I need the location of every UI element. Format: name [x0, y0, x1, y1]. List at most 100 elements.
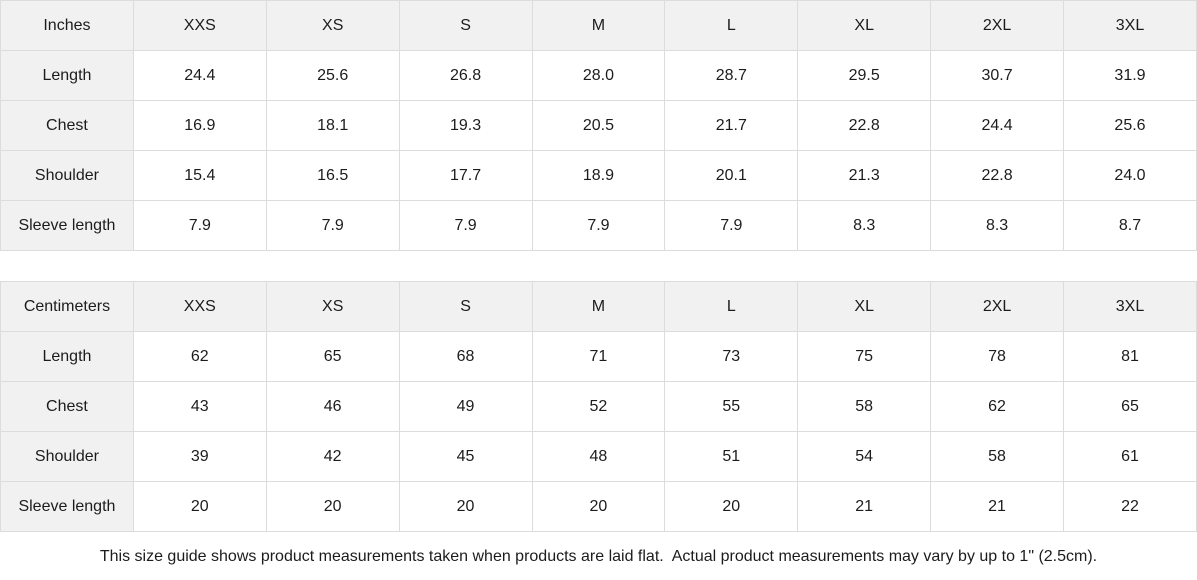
row-label-shoulder: Shoulder	[0, 431, 134, 482]
measurement-value-cell: 20	[398, 481, 533, 532]
size-col-header-xl: XL	[797, 281, 932, 332]
measurement-value-cell: 8.3	[930, 200, 1064, 251]
measurement-value-cell: 58	[797, 381, 932, 432]
table-row-sleeve-length: Sleeve length 7.9 7.9 7.9 7.9 7.9 8.3 8.…	[0, 200, 1197, 251]
measurement-value-cell: 22.8	[930, 150, 1064, 201]
size-col-header-s: S	[398, 281, 533, 332]
measurement-value-cell: 25.6	[265, 50, 400, 101]
measurement-value-cell: 18.1	[265, 100, 400, 151]
measurement-value-cell: 8.3	[797, 200, 932, 251]
size-col-header-m: M	[531, 0, 666, 51]
row-label-chest: Chest	[0, 381, 134, 432]
measurement-value-cell: 73	[664, 331, 799, 382]
measurement-value-cell: 7.9	[398, 200, 533, 251]
table-row-shoulder: Shoulder 15.4 16.5 17.7 18.9 20.1 21.3 2…	[0, 150, 1197, 201]
size-col-header-2xl: 2XL	[930, 0, 1064, 51]
measurement-value-cell: 8.7	[1063, 200, 1197, 251]
measurement-value-cell: 51	[664, 431, 799, 482]
inches-header-row: Inches XXS XS S M L XL 2XL 3XL	[0, 0, 1197, 51]
measurement-value-cell: 28.0	[531, 50, 666, 101]
row-label-sleeve-length: Sleeve length	[0, 481, 134, 532]
measurement-value-cell: 29.5	[797, 50, 932, 101]
row-label-length: Length	[0, 331, 134, 382]
table-row-length: Length 62 65 68 71 73 75 78 81	[0, 331, 1197, 382]
measurement-value-cell: 20.5	[531, 100, 666, 151]
measurement-value-cell: 21	[797, 481, 932, 532]
size-col-header-l: L	[664, 281, 799, 332]
measurement-value-cell: 46	[265, 381, 400, 432]
measurement-value-cell: 30.7	[930, 50, 1064, 101]
centimeters-size-table: Centimeters XXS XS S M L XL 2XL 3XL Leng…	[0, 281, 1197, 532]
measurement-value-cell: 21	[930, 481, 1064, 532]
measurement-value-cell: 20	[664, 481, 799, 532]
measurement-value-cell: 42	[265, 431, 400, 482]
table-row-shoulder: Shoulder 39 42 45 48 51 54 58 61	[0, 431, 1197, 482]
measurement-value-cell: 7.9	[132, 200, 267, 251]
measurement-value-cell: 17.7	[398, 150, 533, 201]
measurement-value-cell: 58	[930, 431, 1064, 482]
measurement-value-cell: 7.9	[265, 200, 400, 251]
measurement-value-cell: 71	[531, 331, 666, 382]
measurement-value-cell: 62	[132, 331, 267, 382]
row-label-length: Length	[0, 50, 134, 101]
measurement-value-cell: 22	[1063, 481, 1197, 532]
measurement-value-cell: 75	[797, 331, 932, 382]
measurement-value-cell: 26.8	[398, 50, 533, 101]
size-guide-disclaimer: This size guide shows product measuremen…	[0, 532, 1197, 580]
size-col-header-m: M	[531, 281, 666, 332]
inches-size-table: Inches XXS XS S M L XL 2XL 3XL Length 24…	[0, 0, 1197, 251]
measurement-value-cell: 54	[797, 431, 932, 482]
measurement-value-cell: 28.7	[664, 50, 799, 101]
measurement-value-cell: 55	[664, 381, 799, 432]
measurement-value-cell: 16.9	[132, 100, 267, 151]
table-row-chest: Chest 43 46 49 52 55 58 62 65	[0, 381, 1197, 432]
measurement-value-cell: 48	[531, 431, 666, 482]
size-col-header-xl: XL	[797, 0, 932, 51]
measurement-value-cell: 7.9	[531, 200, 666, 251]
measurement-value-cell: 78	[930, 331, 1064, 382]
measurement-value-cell: 49	[398, 381, 533, 432]
table-row-length: Length 24.4 25.6 26.8 28.0 28.7 29.5 30.…	[0, 50, 1197, 101]
measurement-value-cell: 22.8	[797, 100, 932, 151]
row-label-shoulder: Shoulder	[0, 150, 134, 201]
table-row-sleeve-length: Sleeve length 20 20 20 20 20 21 21 22	[0, 481, 1197, 532]
measurement-value-cell: 61	[1063, 431, 1197, 482]
measurement-value-cell: 43	[132, 381, 267, 432]
measurement-value-cell: 68	[398, 331, 533, 382]
measurement-value-cell: 20	[132, 481, 267, 532]
row-label-sleeve-length: Sleeve length	[0, 200, 134, 251]
measurement-value-cell: 62	[930, 381, 1064, 432]
measurement-value-cell: 21.3	[797, 150, 932, 201]
measurement-value-cell: 52	[531, 381, 666, 432]
size-col-header-xxs: XXS	[132, 0, 267, 51]
measurement-value-cell: 24.0	[1063, 150, 1197, 201]
table-separator	[0, 251, 1197, 281]
measurement-value-cell: 65	[265, 331, 400, 382]
size-col-header-xs: XS	[265, 281, 400, 332]
measurement-value-cell: 19.3	[398, 100, 533, 151]
size-col-header-2xl: 2XL	[930, 281, 1064, 332]
measurement-value-cell: 24.4	[132, 50, 267, 101]
measurement-value-cell: 45	[398, 431, 533, 482]
measurement-value-cell: 39	[132, 431, 267, 482]
size-col-header-l: L	[664, 0, 799, 51]
table-row-chest: Chest 16.9 18.1 19.3 20.5 21.7 22.8 24.4…	[0, 100, 1197, 151]
measurement-value-cell: 21.7	[664, 100, 799, 151]
row-label-chest: Chest	[0, 100, 134, 151]
measurement-value-cell: 16.5	[265, 150, 400, 201]
measurement-value-cell: 24.4	[930, 100, 1064, 151]
measurement-value-cell: 7.9	[664, 200, 799, 251]
measurement-value-cell: 81	[1063, 331, 1197, 382]
size-col-header-xxs: XXS	[132, 281, 267, 332]
measurement-value-cell: 15.4	[132, 150, 267, 201]
size-col-header-xs: XS	[265, 0, 400, 51]
size-col-header-3xl: 3XL	[1063, 281, 1197, 332]
unit-header-centimeters: Centimeters	[0, 281, 134, 332]
size-col-header-s: S	[398, 0, 533, 51]
size-col-header-3xl: 3XL	[1063, 0, 1197, 51]
centimeters-header-row: Centimeters XXS XS S M L XL 2XL 3XL	[0, 281, 1197, 332]
measurement-value-cell: 20.1	[664, 150, 799, 201]
measurement-value-cell: 18.9	[531, 150, 666, 201]
measurement-value-cell: 65	[1063, 381, 1197, 432]
